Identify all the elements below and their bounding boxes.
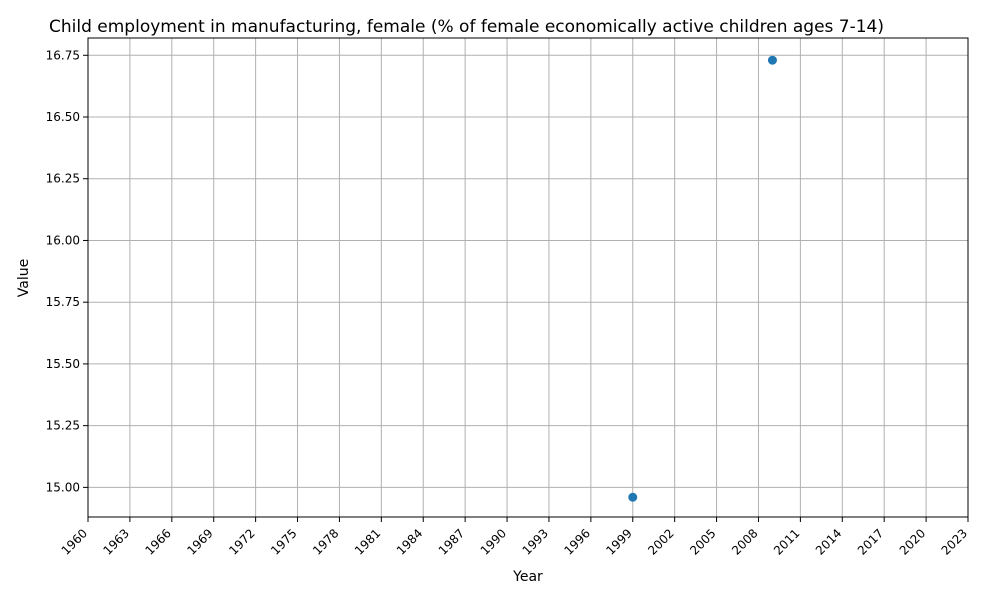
x-axis-label: Year [512, 569, 543, 585]
y-tick-label: 16.75 [46, 48, 80, 62]
data-point [767, 55, 777, 65]
y-tick-label: 15.50 [46, 357, 80, 371]
y-tick-label: 16.50 [46, 110, 80, 124]
y-tick-label: 15.00 [46, 480, 80, 494]
data-points [628, 55, 777, 502]
chart-title: Child employment in manufacturing, femal… [49, 17, 884, 37]
y-axis-label: Value [16, 259, 32, 297]
y-tick-label: 15.25 [46, 419, 80, 433]
data-point [628, 492, 638, 502]
y-axis: 15.00 15.25 15.50 15.75 16.00 16.25 16.50 16.75 [46, 48, 88, 494]
y-tick-label: 16.25 [46, 172, 80, 186]
y-tick-label: 15.75 [46, 295, 80, 309]
grid [87, 38, 969, 517]
y-tick-label: 16.00 [46, 233, 80, 247]
plot-frame [87, 37, 969, 518]
